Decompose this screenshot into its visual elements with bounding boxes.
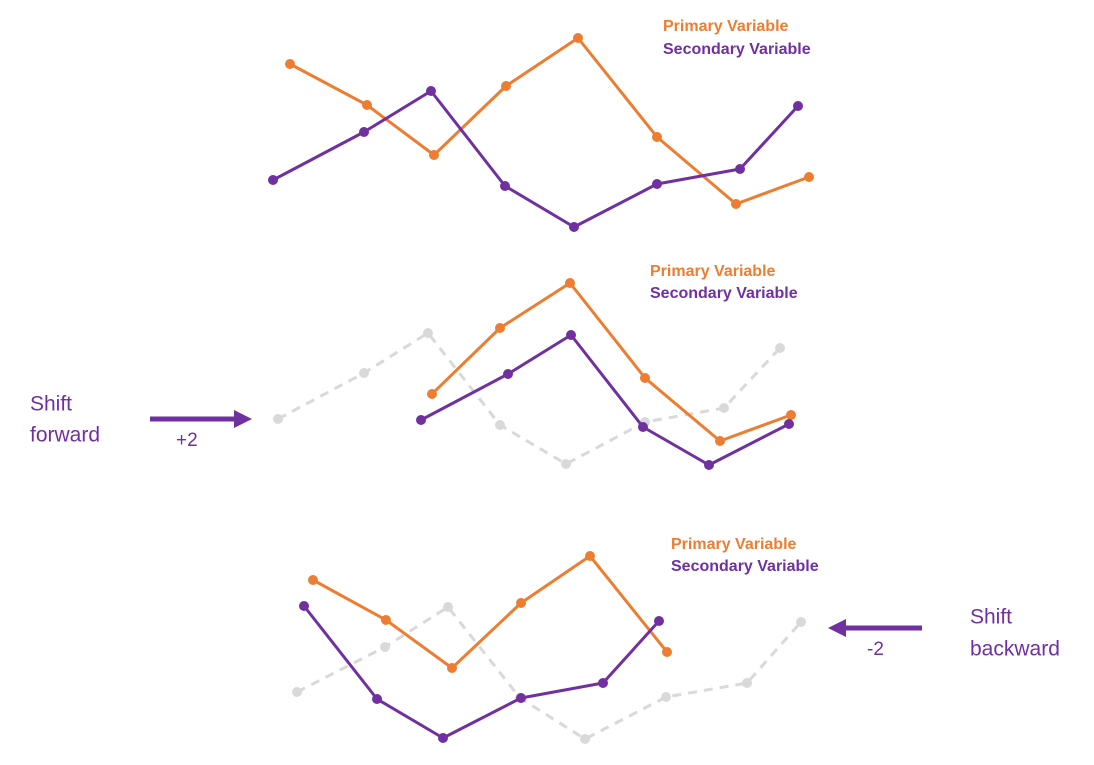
shift-amount: +2	[176, 430, 198, 451]
point	[443, 602, 453, 612]
point	[573, 33, 583, 43]
point	[447, 663, 457, 673]
point	[292, 687, 302, 697]
point	[380, 642, 390, 652]
legend-secondary: Secondary Variable	[671, 558, 819, 575]
point	[569, 222, 579, 232]
legend-primary: Primary Variable	[663, 18, 789, 35]
point	[719, 403, 729, 413]
point	[501, 81, 511, 91]
shift-label: Shift	[30, 393, 72, 416]
legend-primary: Primary Variable	[671, 536, 797, 553]
point	[273, 414, 283, 424]
shifted-reference-line	[277, 331, 782, 466]
point	[784, 419, 794, 429]
point	[580, 734, 590, 744]
point	[416, 415, 426, 425]
point	[268, 175, 278, 185]
shift-label: Shift	[970, 606, 1012, 629]
point	[704, 460, 714, 470]
shift-label: backward	[970, 638, 1060, 661]
point	[372, 694, 382, 704]
point	[503, 369, 513, 379]
point	[561, 459, 571, 469]
point	[299, 601, 309, 611]
point	[427, 389, 437, 399]
point	[804, 172, 814, 182]
point	[438, 733, 448, 743]
point	[793, 101, 803, 111]
point	[715, 436, 725, 446]
point	[661, 692, 671, 702]
point	[565, 278, 575, 288]
point	[786, 410, 796, 420]
line	[302, 605, 661, 740]
point	[359, 127, 369, 137]
point	[516, 598, 526, 608]
line	[312, 554, 669, 670]
point	[362, 100, 372, 110]
shifted-reference-line	[296, 605, 803, 741]
point	[500, 181, 510, 191]
point	[735, 164, 745, 174]
point	[285, 59, 295, 69]
line	[420, 333, 790, 467]
point	[429, 150, 439, 160]
point	[796, 617, 806, 627]
arrow-head	[234, 410, 252, 428]
legend-secondary: Secondary Variable	[650, 285, 798, 302]
line	[289, 36, 810, 206]
point	[308, 575, 318, 585]
point	[516, 693, 526, 703]
point	[598, 678, 608, 688]
line	[430, 281, 792, 443]
point	[426, 86, 436, 96]
point	[566, 330, 576, 340]
point	[638, 422, 648, 432]
point	[731, 199, 741, 209]
line	[272, 89, 800, 229]
point	[640, 373, 650, 383]
point	[585, 551, 595, 561]
point	[423, 328, 433, 338]
shift-amount: -2	[867, 639, 884, 660]
lines	[268, 33, 814, 744]
point	[381, 615, 391, 625]
point	[654, 616, 664, 626]
point	[495, 323, 505, 333]
point	[775, 343, 785, 353]
legend-primary: Primary Variable	[650, 263, 776, 280]
point	[652, 132, 662, 142]
point	[662, 647, 672, 657]
point	[495, 420, 505, 430]
point	[742, 678, 752, 688]
shift-label: forward	[30, 424, 100, 447]
legend-secondary: Secondary Variable	[663, 41, 811, 58]
arrow-head	[828, 619, 846, 637]
point	[359, 368, 369, 378]
point	[652, 179, 662, 189]
